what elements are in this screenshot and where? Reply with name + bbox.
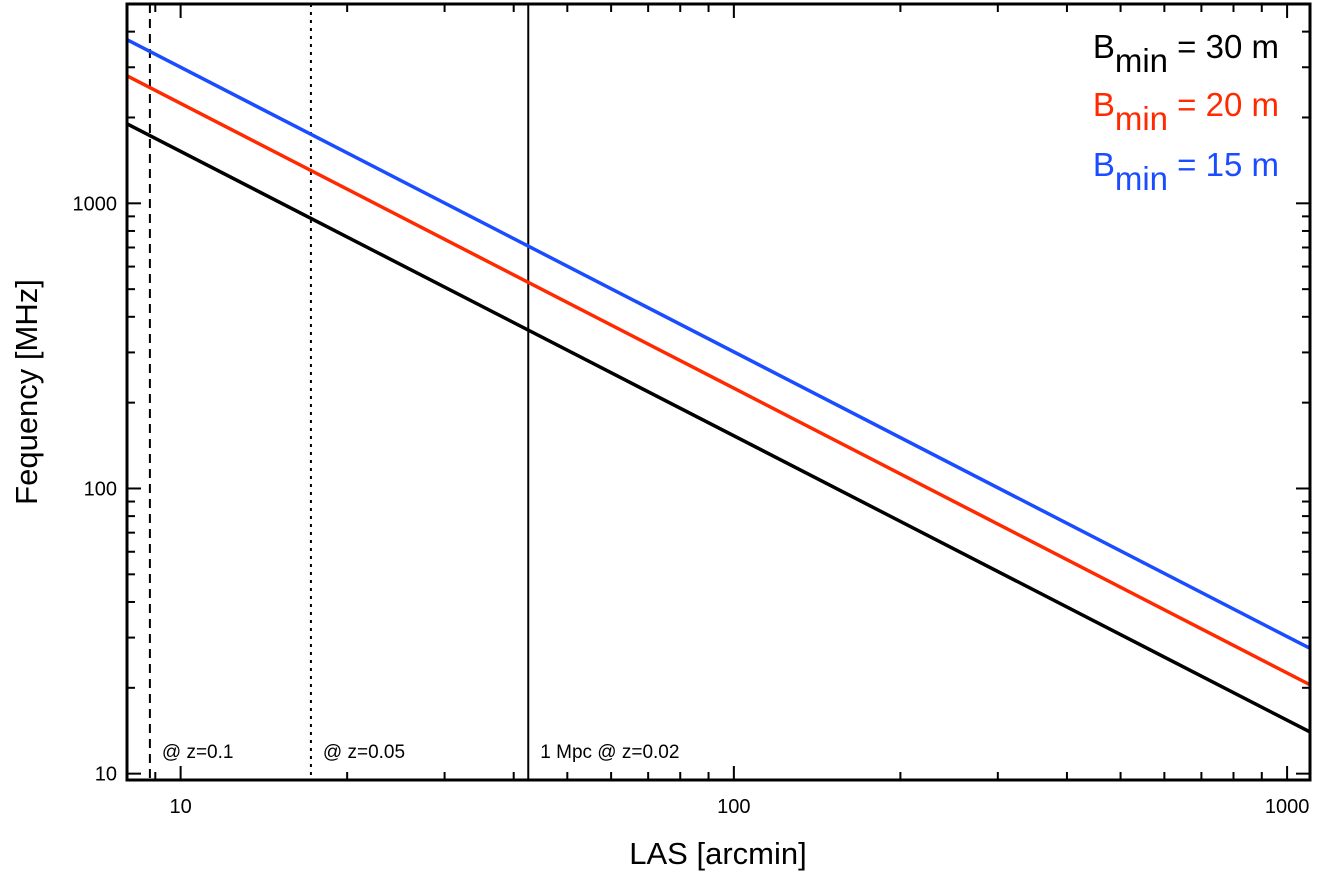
legend-value: = 20 m [1168,86,1279,123]
legend-value: = 15 m [1168,146,1279,183]
legend-entry: Bmin = 15 m [1093,146,1279,197]
x-tick-label: 100 [717,796,750,818]
y-axis-label: Fequency [MHz] [9,279,44,505]
reference-line-label: @ z=0.1 [162,742,234,763]
y-tick-label: 10 [95,764,117,786]
x-axis-label: LAS [arcmin] [629,836,806,871]
legend-symbol: B [1093,28,1115,65]
legend-symbol: B [1093,86,1115,123]
reference-line-label: 1 Mpc @ z=0.02 [540,742,679,763]
series-lines [126,38,1311,734]
series-line [126,38,1311,650]
reference-lines: @ z=0.1 @ z=0.05 1 Mpc @ z=0.02 [148,4,679,780]
y-tick-label: 100 [84,478,117,500]
legend-value: = 30 m [1168,28,1279,65]
legend-entry: Bmin = 30 m [1093,28,1279,79]
series-line [126,122,1311,734]
x-tick-label: 10 [169,796,191,818]
legend-symbol: B [1093,146,1115,183]
x-tick-label: 1000 [1265,796,1310,818]
legend-subscript: min [1115,42,1168,79]
plot-frame [125,2,1312,782]
legend-entry: Bmin = 20 m [1093,86,1279,137]
reference-line-label: @ z=0.05 [323,742,405,763]
tick-labels: 10 100 1000 10 100 1000 [73,193,1310,818]
series-line [126,74,1311,687]
y-tick-label: 1000 [73,193,118,215]
legend-subscript: min [1115,160,1168,197]
legend-subscript: min [1115,100,1168,137]
